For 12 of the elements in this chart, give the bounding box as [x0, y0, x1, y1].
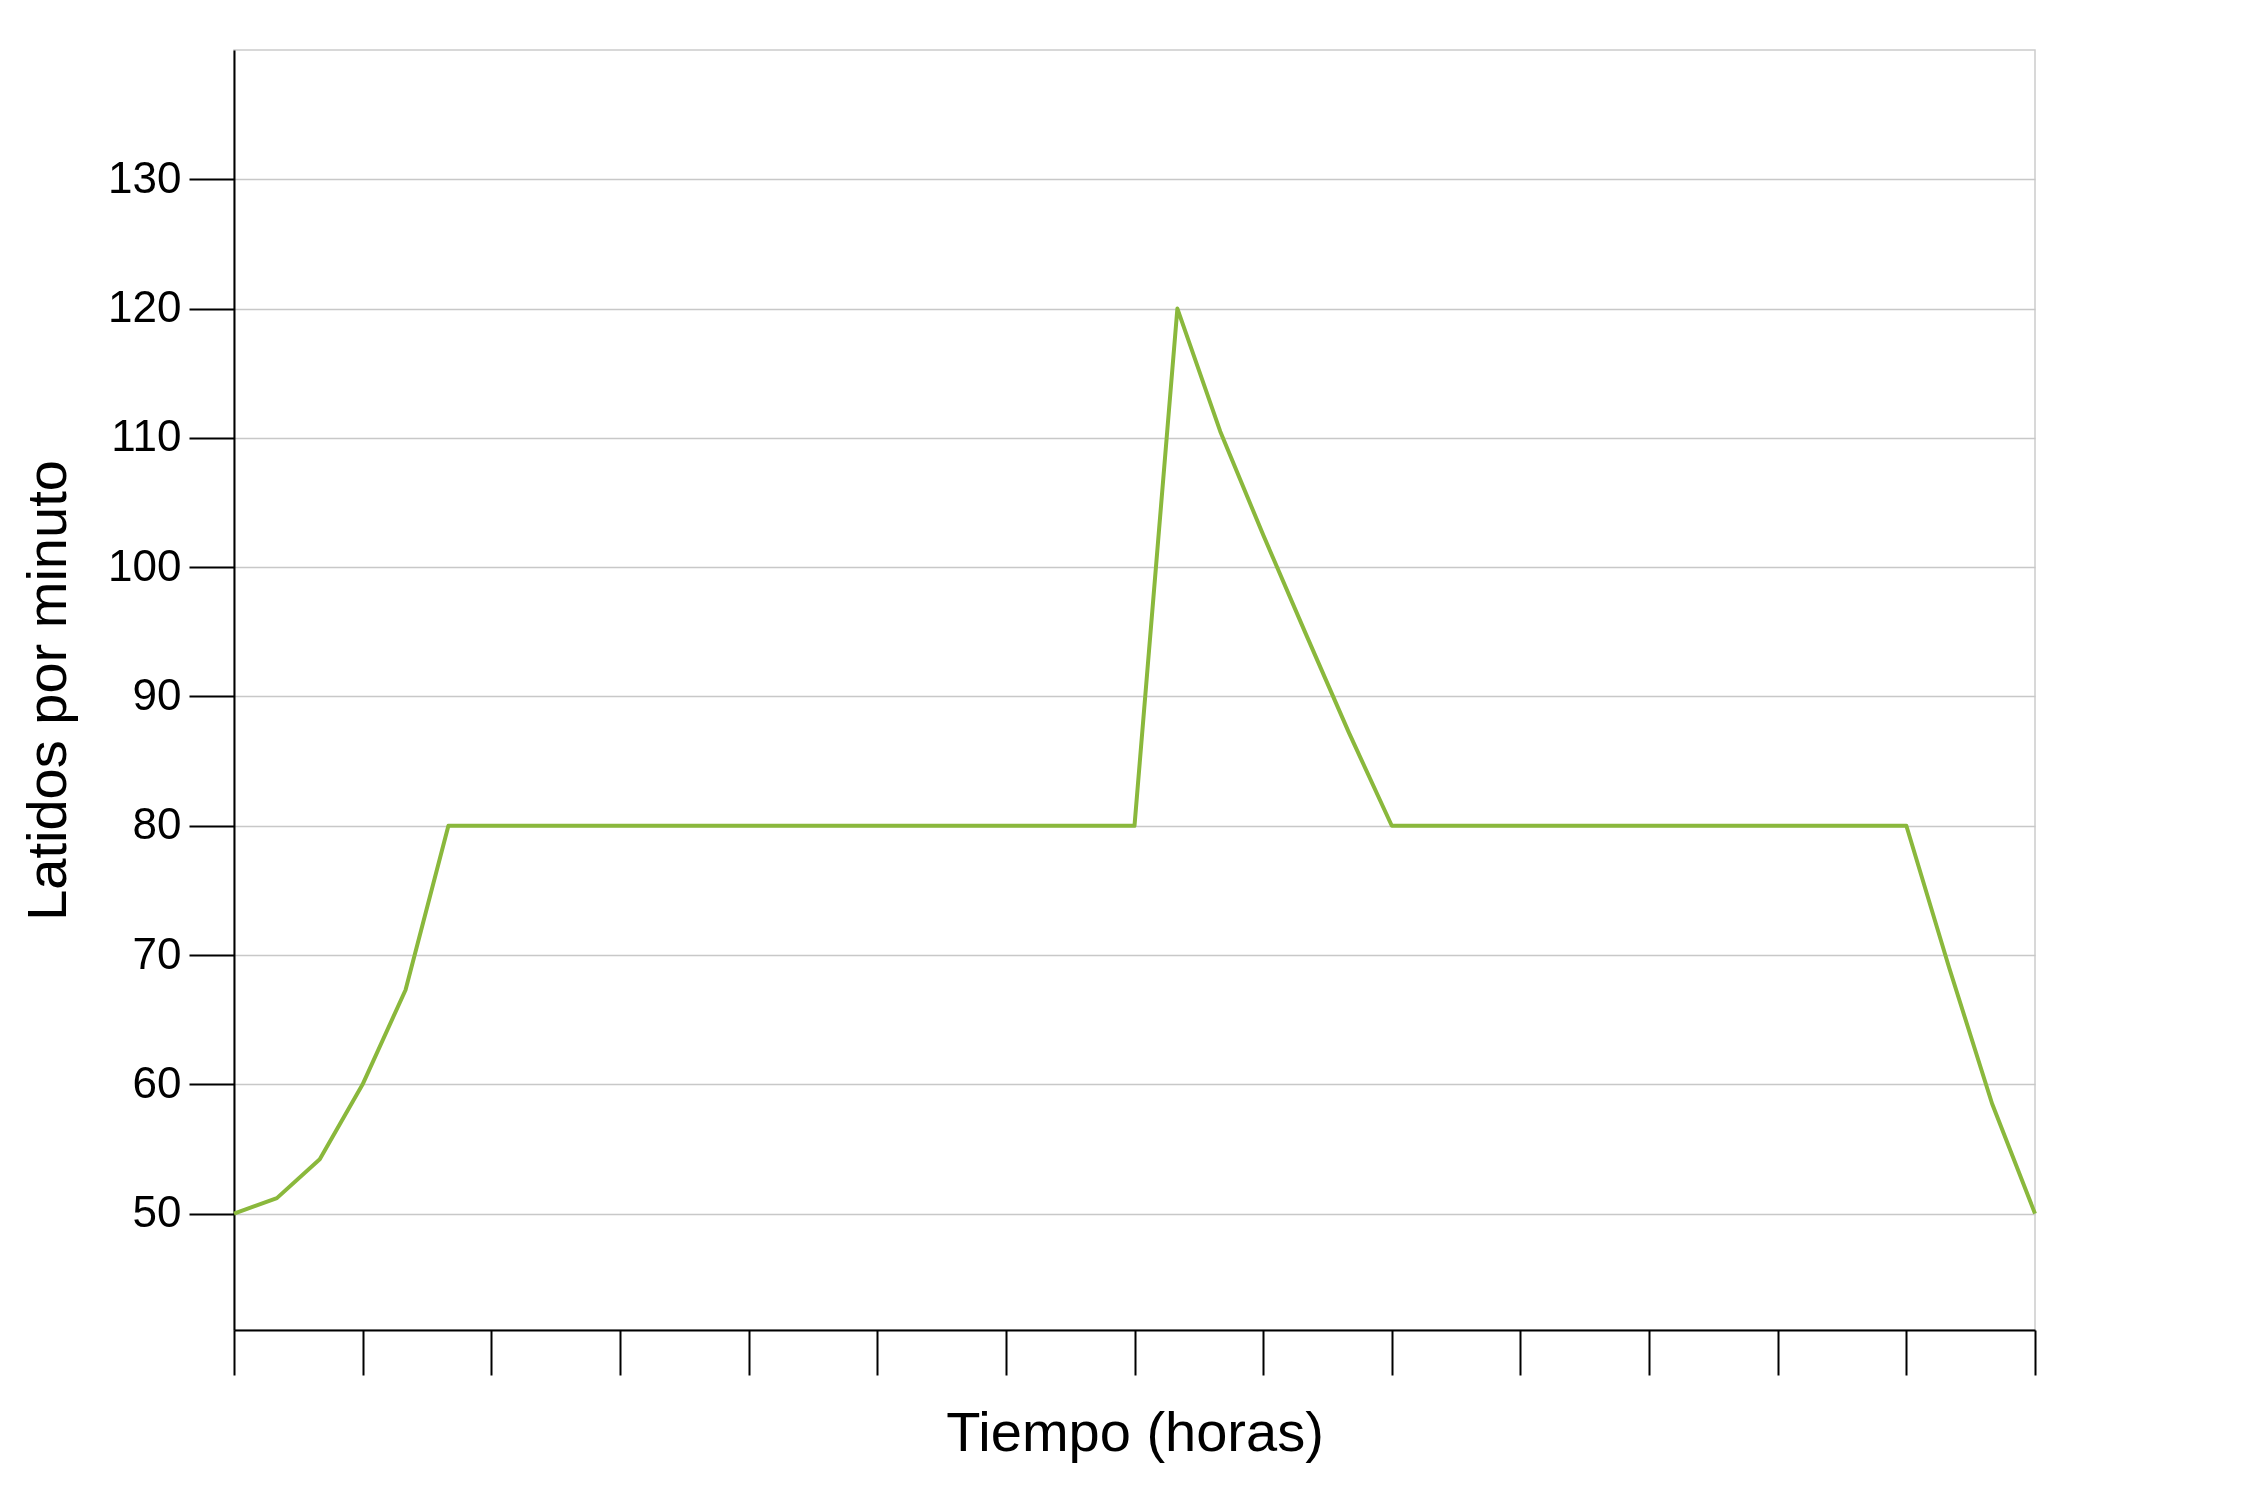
y-tick-label: 120: [108, 282, 182, 332]
y-tick-label: 90: [132, 669, 182, 719]
y-tick-label: 100: [108, 540, 182, 590]
x-axis-title: Tiempo (horas): [946, 1399, 1324, 1463]
y-axis-title: Latidos por minuto: [15, 460, 79, 921]
line-series: [232, 306, 2037, 1216]
y-tick-label: 110: [111, 411, 182, 461]
y-tick-label: 60: [132, 1057, 182, 1107]
y-tick-label: 130: [108, 152, 182, 202]
y-tick-label: 70: [132, 928, 182, 978]
y-tick-label: 80: [132, 799, 182, 849]
y-tick-label: 50: [132, 1187, 182, 1237]
